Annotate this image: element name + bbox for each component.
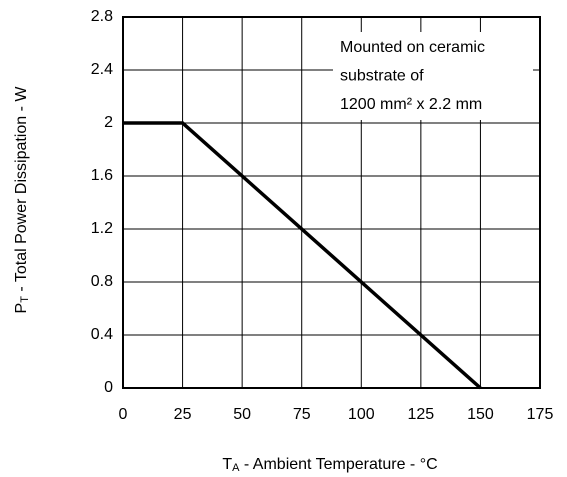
y-tick-label: 1.6: [91, 167, 113, 184]
annotation: 1200 mm² x 2.2 mm: [340, 96, 482, 113]
x-axis-label: TA - Ambient Temperature - °C: [222, 456, 437, 474]
x-tick-label: 0: [119, 406, 128, 423]
x-axis-label-part: T: [222, 456, 232, 473]
x-axis-label-part: - Ambient Temperature - °C: [239, 456, 437, 473]
y-tick-label: 0.8: [91, 273, 113, 290]
y-tick-label: 2.8: [91, 8, 113, 25]
y-tick-label: 2: [104, 114, 113, 131]
y-tick-label: 0: [104, 379, 113, 396]
x-tick-label: 50: [233, 406, 251, 423]
x-tick-label: 75: [293, 406, 311, 423]
x-tick-label: 125: [408, 406, 435, 423]
y-axis-label-part: P: [13, 303, 30, 314]
y-tick-label: 1.2: [91, 220, 113, 237]
y-tick-label: 2.4: [91, 61, 113, 78]
x-tick-label: 25: [174, 406, 192, 423]
y-axis-label-part: T: [19, 296, 31, 303]
data-line: [123, 121, 482, 390]
y-axis-label: PT - Total Power Dissipation - W: [13, 86, 31, 314]
annotation-background: [333, 32, 533, 120]
x-tick-label: 175: [527, 406, 554, 423]
annotation: substrate of: [340, 68, 424, 85]
plot-frame: [122, 16, 541, 389]
y-tick-label: 0.4: [91, 326, 113, 343]
x-tick-label: 100: [348, 406, 375, 423]
y-axis-label-part: - Total Power Dissipation - W: [13, 86, 30, 296]
annotation: Mounted on ceramic: [340, 39, 485, 56]
x-tick-label: 150: [467, 406, 494, 423]
x-axis-label-part: A: [232, 462, 240, 474]
